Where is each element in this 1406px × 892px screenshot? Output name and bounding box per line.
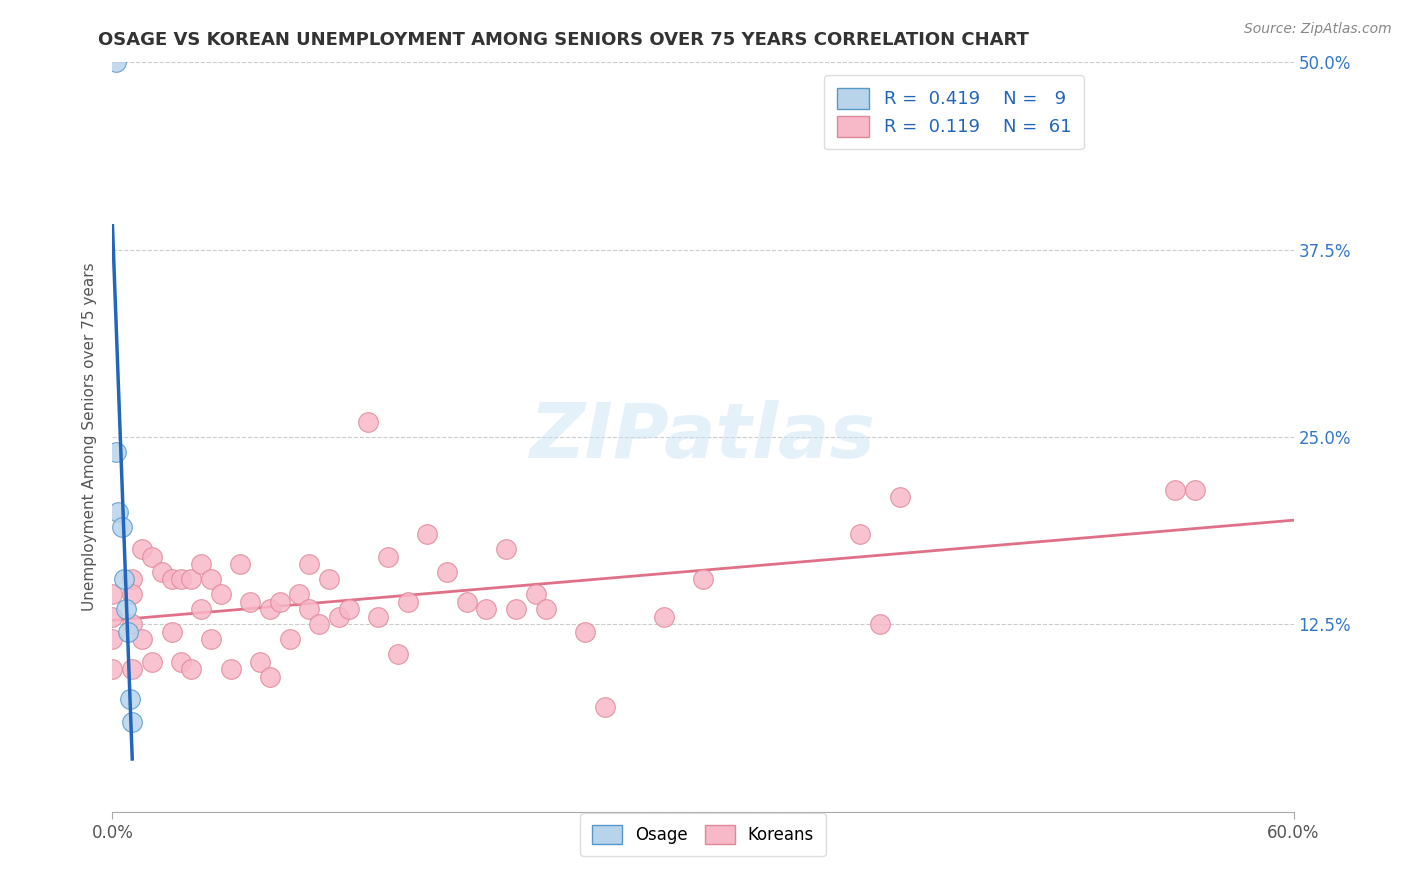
Point	[849, 527, 872, 541]
Point	[180, 662, 202, 676]
Point	[396, 595, 419, 609]
Point	[416, 527, 439, 541]
Point	[170, 573, 193, 587]
Point	[111, 520, 134, 534]
Point	[121, 662, 143, 676]
Legend: Osage, Koreans: Osage, Koreans	[581, 814, 825, 855]
Point	[249, 655, 271, 669]
Y-axis label: Unemployment Among Seniors over 75 years: Unemployment Among Seniors over 75 years	[82, 263, 97, 611]
Point	[357, 415, 380, 429]
Point	[308, 617, 330, 632]
Point	[117, 624, 139, 639]
Point	[288, 587, 311, 601]
Point	[121, 587, 143, 601]
Point	[495, 542, 517, 557]
Point	[318, 573, 340, 587]
Point	[200, 573, 222, 587]
Point	[101, 587, 124, 601]
Point	[190, 558, 212, 572]
Point	[1164, 483, 1187, 497]
Point	[107, 505, 129, 519]
Point	[524, 587, 547, 601]
Point	[259, 602, 281, 616]
Point	[259, 670, 281, 684]
Point	[112, 573, 135, 587]
Text: OSAGE VS KOREAN UNEMPLOYMENT AMONG SENIORS OVER 75 YEARS CORRELATION CHART: OSAGE VS KOREAN UNEMPLOYMENT AMONG SENIO…	[98, 31, 1029, 49]
Point	[200, 632, 222, 647]
Point	[131, 632, 153, 647]
Point	[219, 662, 242, 676]
Point	[534, 602, 557, 616]
Point	[889, 490, 911, 504]
Point	[367, 610, 389, 624]
Point	[475, 602, 498, 616]
Point	[101, 662, 124, 676]
Point	[328, 610, 350, 624]
Point	[101, 610, 124, 624]
Point	[652, 610, 675, 624]
Point	[105, 55, 128, 70]
Point	[121, 573, 143, 587]
Point	[150, 565, 173, 579]
Text: ZIPatlas: ZIPatlas	[530, 401, 876, 474]
Point	[120, 692, 142, 706]
Point	[160, 573, 183, 587]
Point	[239, 595, 262, 609]
Point	[574, 624, 596, 639]
Point	[456, 595, 478, 609]
Point	[101, 632, 124, 647]
Point	[180, 573, 202, 587]
Point	[209, 587, 232, 601]
Point	[1184, 483, 1206, 497]
Point	[387, 648, 409, 662]
Point	[115, 602, 138, 616]
Point	[869, 617, 891, 632]
Point	[141, 655, 163, 669]
Point	[436, 565, 458, 579]
Point	[190, 602, 212, 616]
Point	[505, 602, 527, 616]
Point	[337, 602, 360, 616]
Point	[229, 558, 252, 572]
Point	[160, 624, 183, 639]
Point	[278, 632, 301, 647]
Point	[121, 617, 143, 632]
Point	[170, 655, 193, 669]
Point	[131, 542, 153, 557]
Text: Source: ZipAtlas.com: Source: ZipAtlas.com	[1244, 22, 1392, 37]
Point	[298, 558, 321, 572]
Point	[121, 714, 143, 729]
Point	[298, 602, 321, 616]
Point	[377, 549, 399, 564]
Point	[692, 573, 714, 587]
Point	[105, 445, 128, 459]
Point	[593, 699, 616, 714]
Point	[141, 549, 163, 564]
Point	[269, 595, 291, 609]
